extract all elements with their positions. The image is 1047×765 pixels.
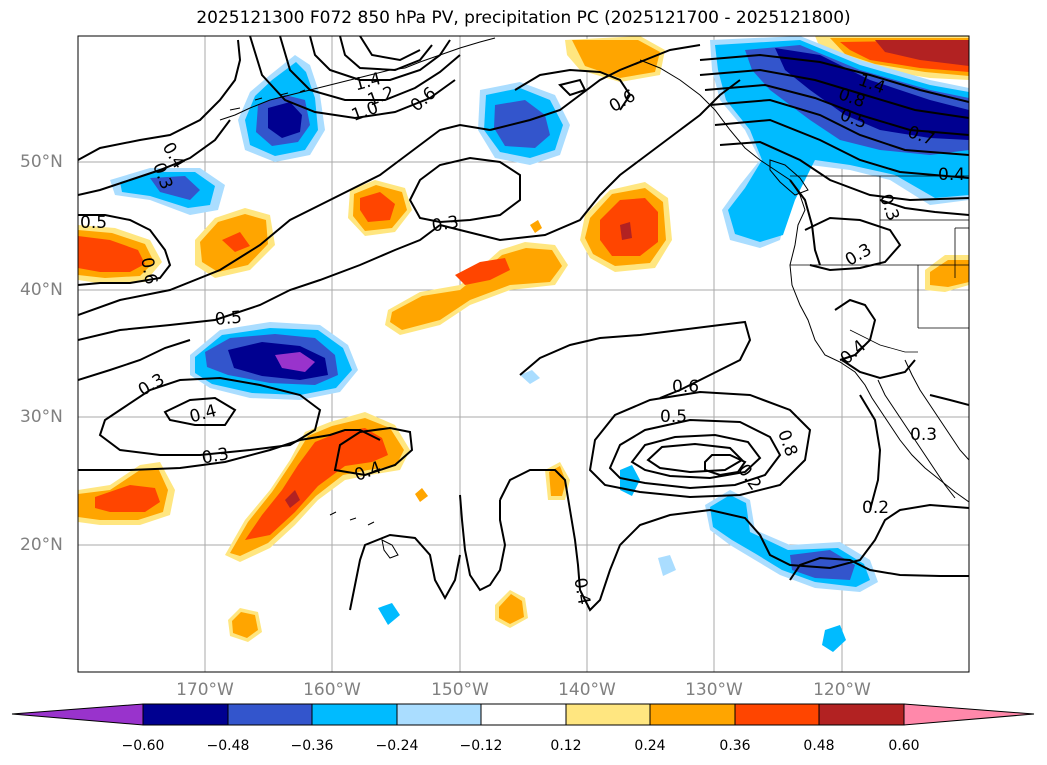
colorbar-segment [396,703,482,726]
colorbar-tick-label: 0.24 [634,738,666,754]
colorbar-tick-label: −0.24 [375,738,419,754]
lat-label: 30°N [20,407,63,427]
precip-positive-region [620,222,632,240]
colorbar [11,703,1035,726]
contour-label: 0.6 [136,256,160,286]
lon-label: 150°W [431,680,489,700]
colorbar-segment [734,703,820,726]
precip-positive-region [572,40,660,78]
colorbar-segment [649,703,736,726]
lon-label: 120°W [813,680,871,700]
colorbar-tick-label: 0.48 [803,738,835,754]
colorbar-segment [818,703,905,726]
lat-label: 20°N [20,535,63,555]
contour-label: 0.6 [672,377,699,397]
contour-label: 0.3 [200,444,230,468]
lat-label: 50°N [20,152,63,172]
precip-positive-region [245,428,388,540]
contour-label: 0.2 [862,498,889,518]
lat-label: 40°N [20,280,63,300]
precip-negative-region [150,176,200,200]
precip-positive-region [285,490,300,508]
contour-label: 0.5 [214,308,243,330]
contour-label: 0.3 [430,212,460,236]
contour-label: 0.5 [660,407,687,427]
colorbar-tick-label: 0.60 [888,738,920,754]
colorbar-segment [565,703,651,726]
lon-label: 170°W [176,680,234,700]
contour-label: 0.4 [938,165,965,185]
precip-positive-region [390,248,562,330]
colorbar-tick-label: −0.60 [121,738,165,754]
precip-negative-region [268,102,302,138]
map-frame [77,35,970,673]
lon-label: 140°W [558,680,616,700]
precip-positive-region [360,192,395,222]
colorbar-tick-label: 0.36 [719,738,751,754]
precip-negative-region [822,625,846,652]
colorbar-segment [11,703,144,726]
precip-negative-region [494,100,550,148]
precip-negative-region [520,370,540,384]
precip-negative-region [275,352,315,372]
precip-positive-region [232,612,258,638]
precip-negative-region [658,555,676,576]
precip-positive-region [95,485,160,512]
precip-positive-region [549,466,566,496]
colorbar-segment [480,703,567,726]
colorbar-tick-label: −0.48 [206,738,250,754]
contour-label: 0.3 [910,425,937,445]
pv-contours [78,36,969,612]
colorbar-segment [311,703,398,726]
colorbar-tick-label: 0.12 [550,738,582,754]
precip-negative-region [790,550,855,580]
colorbar-segment [227,703,313,726]
precip-positive-region [222,232,250,252]
precip-positive-region [530,220,542,233]
colorbar-tick-label: −0.36 [290,738,334,754]
precip-positive-region [930,260,969,287]
contour-label: 0.4 [569,576,593,606]
precip-positive-region [499,594,524,624]
colorbar-tick-label: −0.12 [459,738,503,754]
precip-negative-region [378,603,400,625]
colorbar-segment [903,703,1035,726]
precip-positive-region [875,40,969,66]
colorbar-segment [142,703,229,726]
precip-positive-region [415,488,428,502]
map-title: 2025121300 F072 850 hPa PV, precipitatio… [196,8,851,28]
precip-negative-region [775,48,969,140]
precip-positive-region [78,236,145,272]
precip-positive-region [455,258,510,285]
coastlines [219,37,969,559]
lon-label: 160°W [303,680,361,700]
lon-label: 130°W [685,680,743,700]
contour-label: 0.5 [80,213,107,233]
